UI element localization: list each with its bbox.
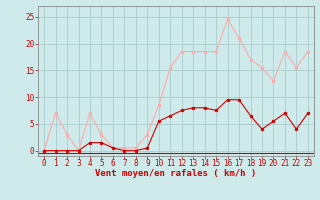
X-axis label: Vent moyen/en rafales ( km/h ): Vent moyen/en rafales ( km/h ): [95, 169, 257, 178]
